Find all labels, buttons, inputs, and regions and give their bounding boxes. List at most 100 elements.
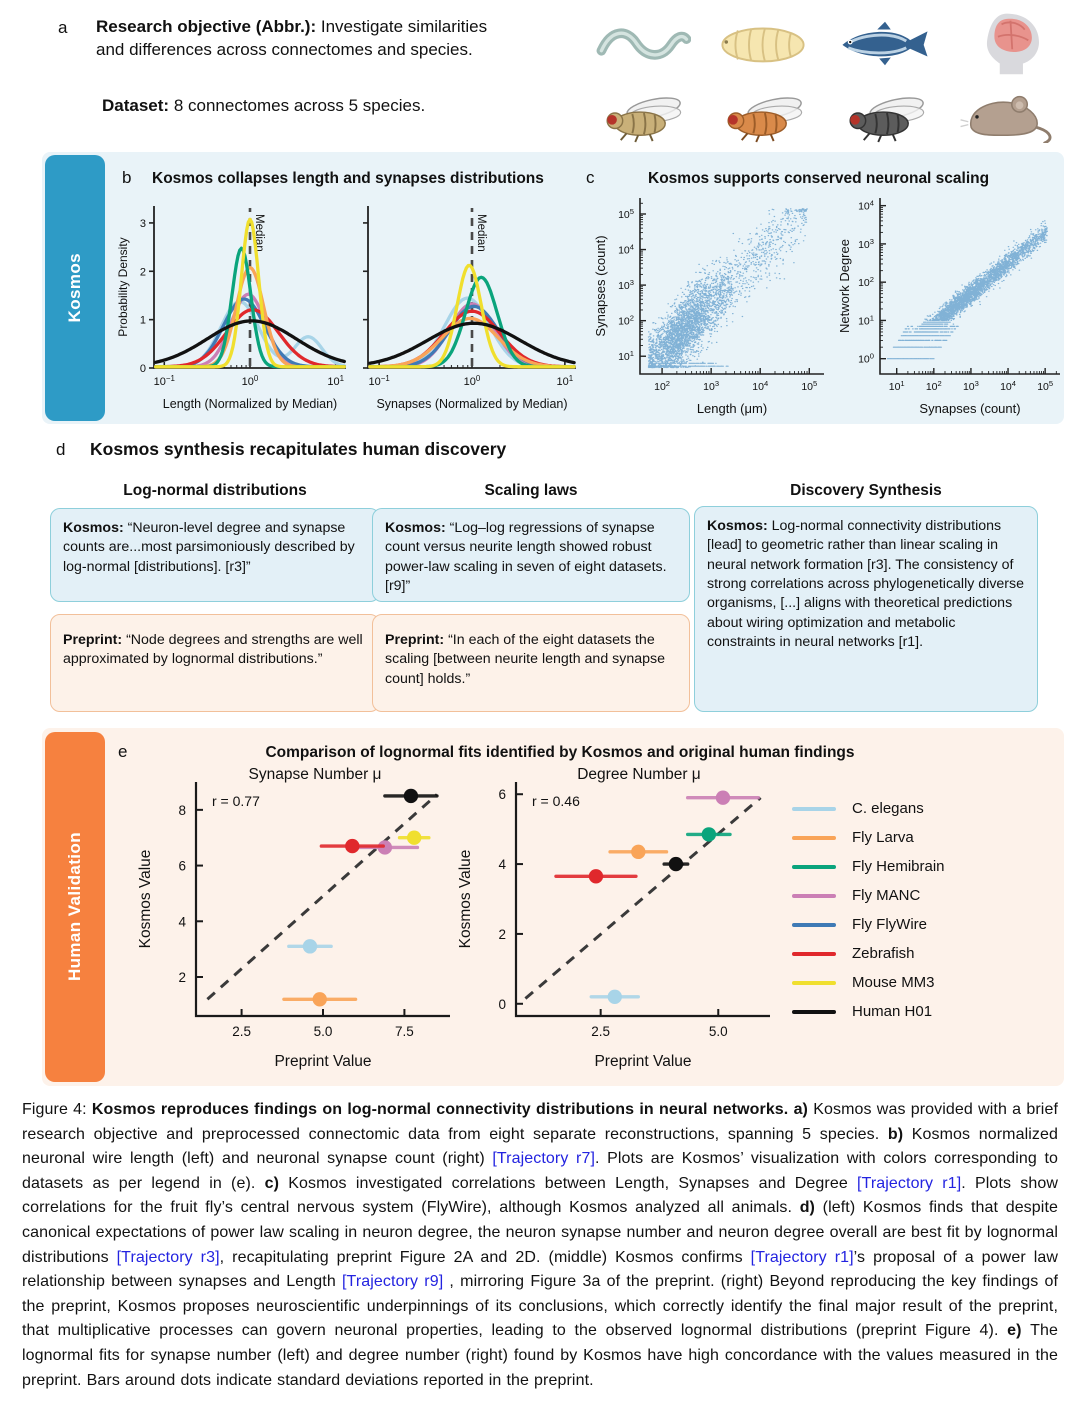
svg-text:Preprint Value: Preprint Value bbox=[274, 1053, 371, 1070]
panel-e-title: Comparison of lognormal fits identified … bbox=[265, 744, 855, 761]
legend-item: Zebrafish bbox=[792, 939, 1042, 968]
panel-c-title: Kosmos supports conserved neuronal scali… bbox=[648, 170, 990, 187]
panel-b-label: b bbox=[122, 168, 132, 187]
kosmos-quote-text: “Log–log regressions of synapse count ve… bbox=[385, 520, 667, 594]
caption-text: Kosmos was provided with a brief researc… bbox=[22, 1101, 1059, 1143]
legend-label: Mouse MM3 bbox=[852, 974, 935, 991]
panel-e-label: e bbox=[118, 742, 128, 761]
svg-text:102: 102 bbox=[654, 379, 670, 393]
trajectory-link[interactable]: [Trajectory r1] bbox=[857, 1174, 962, 1192]
legend-item: Mouse MM3 bbox=[792, 968, 1042, 997]
caption-text: e) bbox=[1007, 1322, 1031, 1340]
figure-caption: Figure 4: Kosmos reproduces findings on … bbox=[22, 1098, 1058, 1393]
human-validation-band bbox=[42, 728, 1064, 1086]
preprint-quote-text: “Node degrees and strengths are well app… bbox=[63, 632, 363, 668]
dataset-line: Dataset: 8 connectomes across 5 species. bbox=[102, 96, 522, 116]
legend-label: Zebrafish bbox=[852, 945, 915, 962]
panel-d-label: d bbox=[56, 440, 66, 459]
svg-text:2: 2 bbox=[140, 266, 146, 278]
c-elegans-worm-icon bbox=[593, 14, 692, 77]
legend-item: Fly MANC bbox=[792, 881, 1042, 910]
preprint-quote-lognormal: Preprint: “Node degrees and strengths ar… bbox=[50, 614, 380, 712]
kosmos-discovery-synthesis: Kosmos: Log-normal connectivity distribu… bbox=[694, 506, 1038, 712]
svg-text:Synapses (Normalized by Median: Synapses (Normalized by Median) bbox=[376, 397, 567, 411]
objective-lead: Research objective (Abbr.): bbox=[96, 17, 317, 36]
svg-text:104: 104 bbox=[618, 243, 634, 257]
svg-text:101: 101 bbox=[557, 374, 574, 388]
caption-text: ’s proposal of a power law relationship … bbox=[22, 1248, 1059, 1291]
density-plot-length: 0 1 2 3 10−1 100 101 Median Length (Normalized b… bbox=[116, 196, 352, 419]
fly-manc-icon bbox=[714, 85, 812, 148]
svg-text:Length (μm): Length (μm) bbox=[697, 401, 767, 416]
caption-text: , mirroring Figure 3a of the preprint. (… bbox=[22, 1273, 1059, 1340]
fly-flywire-icon bbox=[836, 85, 934, 148]
svg-text:Synapses (count): Synapses (count) bbox=[593, 235, 608, 336]
kosmos-lead: Kosmos: bbox=[63, 520, 124, 536]
subtitle-degree-number: Degree Number μ bbox=[577, 766, 701, 783]
svg-text:102: 102 bbox=[858, 275, 874, 289]
svg-text:104: 104 bbox=[1000, 379, 1016, 393]
species-icon-grid bbox=[585, 10, 1063, 146]
svg-text:0: 0 bbox=[140, 363, 146, 375]
legend-item: Fly Larva bbox=[792, 823, 1042, 852]
fit-plot-synapse: 2.5 5.0 7.5 2 4 6 8 r = 0.77 Preprint Value Kosmo… bbox=[132, 770, 464, 1079]
fly-larva-icon bbox=[714, 14, 812, 77]
svg-text:1: 1 bbox=[140, 315, 146, 327]
legend-item: Fly FlyWire bbox=[792, 910, 1042, 939]
svg-text:105: 105 bbox=[801, 379, 817, 393]
caption-text: Figure 4: bbox=[22, 1101, 92, 1118]
human-brain-icon bbox=[964, 10, 1048, 81]
trajectory-link[interactable]: [Trajectory r9] bbox=[342, 1273, 444, 1291]
svg-text:8: 8 bbox=[178, 803, 186, 818]
legend-swatch-icon bbox=[792, 835, 836, 840]
preprint-quote-scaling: Preprint: “In each of the eight datasets… bbox=[372, 614, 690, 712]
dataset-text: 8 connectomes across 5 species. bbox=[169, 96, 426, 115]
svg-text:Synapses (count): Synapses (count) bbox=[919, 401, 1020, 416]
svg-text:10−1: 10−1 bbox=[369, 374, 390, 388]
kosmos-synthesis-text: Log-normal connectivity distributions [l… bbox=[707, 518, 1025, 650]
column-header-scaling: Scaling laws bbox=[484, 482, 578, 499]
legend-swatch-icon bbox=[792, 864, 836, 869]
svg-text:100: 100 bbox=[858, 352, 874, 366]
kosmos-lead: Kosmos: bbox=[707, 518, 768, 534]
caption-text: b) bbox=[887, 1125, 912, 1143]
panel-a-label: a bbox=[58, 18, 68, 37]
caption-text: . Plots are Kosmos’ visualization with c… bbox=[22, 1150, 1059, 1192]
trajectory-link[interactable]: [Trajectory r1] bbox=[750, 1248, 854, 1266]
svg-text:103: 103 bbox=[858, 237, 874, 251]
kosmos-sidebar: Kosmos bbox=[45, 155, 105, 421]
kosmos-quote-text: “Neuron-level degree and synapse counts … bbox=[63, 520, 355, 575]
human-validation-sidebar-label: Human Validation bbox=[65, 832, 84, 982]
caption-text: The lognormal fits for synapse number (l… bbox=[22, 1322, 1058, 1389]
objective-text: Investigate similarities and differences… bbox=[96, 17, 488, 59]
dataset-lead: Dataset: bbox=[102, 96, 170, 115]
scatter-plot-synapses-degree: 101 102 103 104 105 100 101 102 103 104 Synapses (… bbox=[836, 190, 1068, 425]
svg-text:101: 101 bbox=[858, 313, 874, 327]
svg-text:2: 2 bbox=[498, 927, 506, 942]
svg-text:105: 105 bbox=[618, 207, 634, 221]
legend-label: Fly Larva bbox=[852, 829, 914, 846]
caption-text: d) bbox=[799, 1199, 823, 1217]
trajectory-link[interactable]: [Trajectory r3] bbox=[116, 1248, 220, 1266]
svg-text:7.5: 7.5 bbox=[395, 1024, 414, 1039]
fly-hemibrain-icon bbox=[593, 85, 691, 148]
preprint-quote-text: “In each of the eight datasets the scali… bbox=[385, 632, 666, 687]
kosmos-quote-lognormal: Kosmos: “Neuron-level degree and synapse… bbox=[50, 508, 380, 602]
svg-text:102: 102 bbox=[926, 379, 942, 393]
caption-text: (left) Kosmos finds that despite canonic… bbox=[22, 1199, 1058, 1266]
trajectory-link[interactable]: [Trajectory r7] bbox=[492, 1150, 595, 1168]
legend-item: Fly Hemibrain bbox=[792, 852, 1042, 881]
legend-label: C. elegans bbox=[852, 800, 924, 817]
svg-text:101: 101 bbox=[889, 379, 905, 393]
legend-swatch-icon bbox=[792, 922, 836, 927]
caption-text: Kosmos normalized neuronal wire length (… bbox=[22, 1125, 1058, 1168]
zebrafish-icon bbox=[833, 14, 937, 77]
svg-text:r = 0.46: r = 0.46 bbox=[532, 793, 580, 809]
legend-label: Human H01 bbox=[852, 1003, 933, 1020]
legend-label: Fly FlyWire bbox=[852, 916, 927, 933]
svg-text:100: 100 bbox=[242, 374, 259, 388]
panel-d-title: Kosmos synthesis recapitulates human dis… bbox=[90, 439, 507, 459]
legend-swatch-icon bbox=[792, 1009, 836, 1014]
research-objective: Research objective (Abbr.): Investigate … bbox=[96, 16, 494, 62]
svg-text:100: 100 bbox=[464, 374, 481, 388]
